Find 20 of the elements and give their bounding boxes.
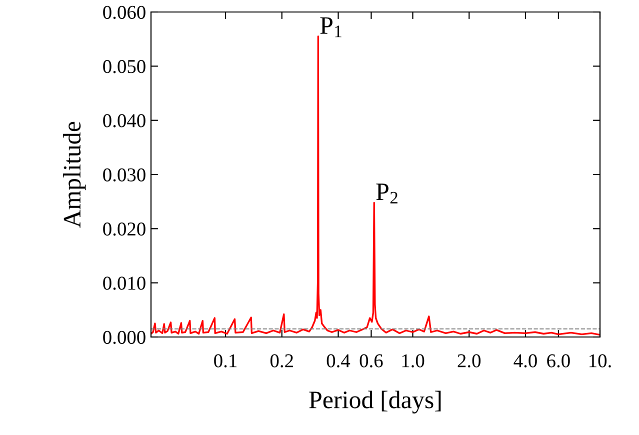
x-tick-label: 0.6 xyxy=(360,354,383,368)
annotation: P$_{1}$ xyxy=(320,17,342,38)
y-tick-label: 0.030 xyxy=(103,168,146,182)
y-tick-label: 0.000 xyxy=(103,330,146,344)
x-tick-label: 0.2 xyxy=(270,354,293,368)
x-tick-label: 6.0 xyxy=(547,354,570,368)
y-tick-label: 0.010 xyxy=(103,276,146,290)
y-tick-label: 0.040 xyxy=(103,114,146,128)
y-tick-label: 0.050 xyxy=(103,60,146,74)
y-tick-label: 0.060 xyxy=(103,6,146,20)
x-tick-label: 0.4 xyxy=(326,354,350,368)
annotation: P$_{2}$ xyxy=(376,184,398,204)
x-axis-title: Period [days] xyxy=(309,390,441,414)
x-tick-label: 4.0 xyxy=(514,354,537,368)
y-axis-title: Amplitude xyxy=(63,122,86,228)
x-tick-label: 2.0 xyxy=(458,354,481,368)
x-tick-label: 1.0 xyxy=(402,354,424,368)
x-tick-label: 10. xyxy=(590,354,611,368)
x-tick-label: 0.1 xyxy=(214,354,236,368)
y-tick-label: 0.020 xyxy=(103,222,146,236)
